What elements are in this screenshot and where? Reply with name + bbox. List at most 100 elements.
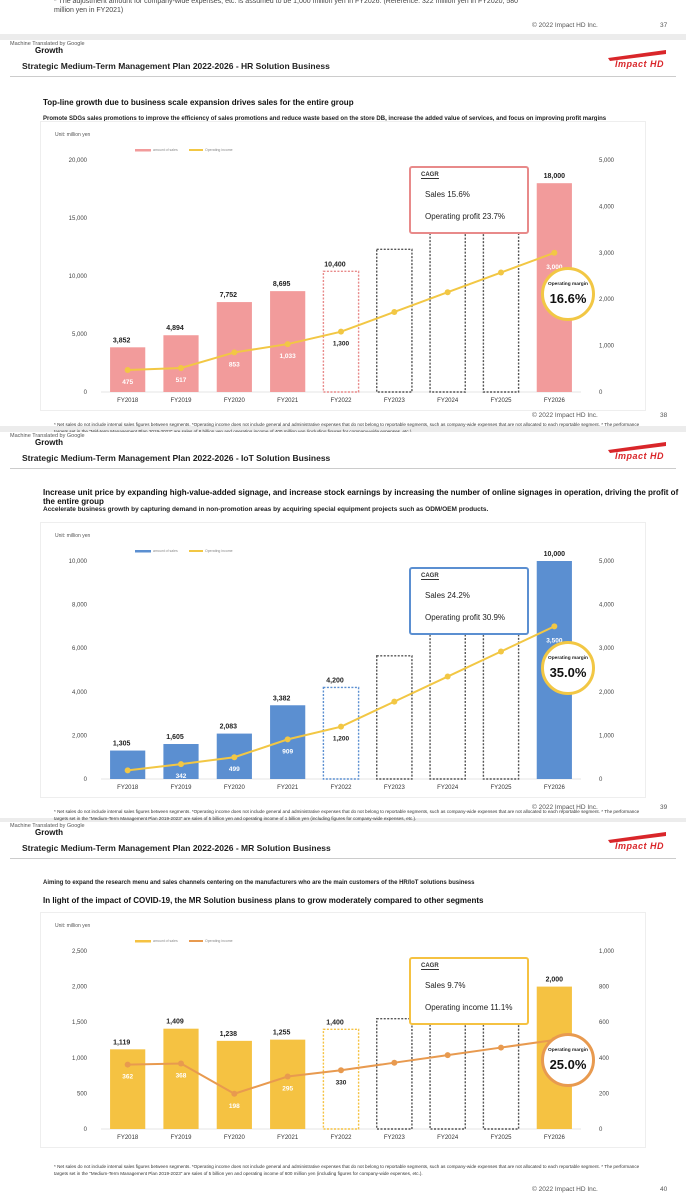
page-number: 37 (660, 22, 668, 29)
cagr-profit: Operating profit 23.7% (425, 212, 506, 221)
right-axis-tick: 4,000 (599, 204, 615, 210)
title-separator (10, 468, 676, 469)
chart-panel: Unit: million yen 0 2,000 4,000 6,000 8,000 10… (40, 522, 646, 798)
operating-income-point (498, 1044, 504, 1051)
left-axis-tick: 0 (84, 777, 88, 783)
cagr-sales: Sales 15.6% (425, 190, 470, 199)
operating-income-point (391, 698, 398, 705)
right-axis-tick: 200 (599, 1091, 610, 1097)
operating-income-value-label: 330 (336, 1079, 347, 1086)
right-axis-tick: 600 (599, 1020, 610, 1026)
sales-value-label: 3,852 (113, 337, 131, 344)
left-axis-tick: 15,000 (69, 216, 88, 222)
sales-value-label: 2,000 (546, 977, 564, 984)
impact-hd-logo (608, 50, 666, 61)
operating-income-value-label: 853 (229, 361, 240, 368)
projected-sales-bar (376, 1017, 413, 1130)
cagr-box: CAGR Sales 15.6% Operating profit 23.7% (409, 166, 529, 234)
footnote: * Net sales do not include internal sale… (54, 1164, 640, 1176)
category-label: FY2021 (277, 398, 299, 404)
projected-sales-bar (429, 1007, 466, 1130)
projected-sales-bar (322, 270, 360, 393)
sales-value-label: 1,605 (166, 734, 184, 741)
operating-income-point (498, 269, 504, 276)
operating-margin-badge: Operating margin 16.6% (541, 267, 595, 321)
chart-svg: 0 2,000 4,000 6,000 8,000 10,000 0 1,000 2,000 3,… (69, 550, 615, 791)
legend-sales: amount of sales (153, 148, 178, 152)
sales-value-label: 1,409 (166, 1019, 184, 1026)
category-label: FY2024 (437, 785, 459, 791)
projected-sales-bar (429, 226, 466, 393)
copyright: © 2022 Impact HD Inc. (532, 22, 598, 29)
operating-income-point (231, 1090, 238, 1097)
projected-sales-bar (322, 686, 360, 780)
right-axis-tick: 5,000 (599, 158, 615, 164)
machine-translated-note: Machine Translated by Google (10, 433, 85, 439)
sales-value-label: 2,083 (220, 724, 238, 731)
left-axis-tick: 0 (84, 1127, 88, 1133)
operating-income-point (444, 673, 451, 680)
left-axis-tick: 2,500 (72, 949, 88, 955)
projected-sales-bar (322, 1028, 360, 1130)
chart-panel: Unit: million yen 0 500 1,000 1,500 2,000 2,50… (40, 912, 646, 1148)
category-label: FY2019 (170, 785, 192, 791)
chart-svg: 0 500 1,000 1,500 2,000 2,500 0 200 400 600 800 1,0… (72, 940, 615, 1141)
footnote: * Net sales do not include internal sale… (54, 809, 640, 821)
operating-income-value-label: 517 (176, 377, 187, 384)
legend-swatch-sales (135, 149, 151, 152)
category-label: FY2025 (490, 398, 512, 404)
cagr-label: CAGR (421, 172, 439, 179)
sales-value-label: 10,400 (324, 261, 346, 268)
sales-value-label: 4,894 (166, 325, 184, 332)
chart-panel: Unit: million yen 0 5,000 10,000 15,000 20,00… (40, 121, 646, 411)
category-label: FY2026 (544, 1135, 566, 1141)
machine-translated-note: Machine Translated by Google (10, 41, 85, 47)
copyright: © 2022 Impact HD Inc. (532, 804, 598, 811)
section-label: Growth (35, 438, 63, 447)
operating-income-value-label: 475 (122, 379, 133, 386)
cagr-sales: Sales 9.7% (425, 981, 466, 990)
unit-label: Unit: million yen (55, 132, 91, 138)
category-label: FY2018 (117, 398, 139, 404)
category-label: FY2018 (117, 785, 139, 791)
right-axis-tick: 1,000 (599, 949, 615, 955)
right-axis-tick: 0 (599, 390, 603, 396)
impact-hd-logo (608, 832, 666, 843)
logo-text: Impact HD (614, 841, 664, 851)
left-axis-tick: 500 (77, 1091, 88, 1097)
category-label: FY2023 (384, 1135, 406, 1141)
right-axis-tick: 3,000 (599, 251, 615, 257)
operating-income-point (124, 1061, 131, 1068)
sales-bar (216, 302, 252, 392)
operating-margin-badge: Operating margin 25.0% (541, 1033, 595, 1087)
operating-income-point (444, 1052, 451, 1059)
cagr-label: CAGR (421, 963, 439, 970)
category-label: FY2021 (277, 785, 299, 791)
operating-income-value-label: 198 (229, 1103, 240, 1110)
previous-slide-fragment: * The adjustment amount for company-wide… (0, 0, 686, 34)
headline: Top-line growth due to business scale ex… (43, 98, 354, 107)
page-number: 39 (660, 804, 668, 811)
unit-label: Unit: million yen (55, 923, 91, 929)
sales-value-label: 4,200 (326, 677, 344, 684)
right-axis-tick: 2,000 (599, 297, 615, 303)
copyright: © 2022 Impact HD Inc. (532, 1186, 598, 1193)
operating-income-point (178, 1060, 184, 1067)
operating-income-point (338, 328, 344, 335)
slide-title: Strategic Medium-Term Management Plan 20… (22, 61, 330, 71)
category-label: FY2018 (117, 1135, 139, 1141)
category-label: FY2024 (437, 1135, 459, 1141)
category-label: FY2023 (384, 785, 406, 791)
operating-income-value-label: 368 (176, 1072, 187, 1079)
operating-income-value-label: 362 (122, 1074, 133, 1081)
slide-title: Strategic Medium-Term Management Plan 20… (22, 453, 331, 463)
left-axis-tick: 5,000 (72, 332, 88, 338)
cagr-box: CAGR Sales 9.7% Operating income 11.1% (409, 957, 529, 1025)
legend-sales: amount of sales (153, 549, 178, 553)
operating-income-point (391, 308, 398, 315)
sales-value-label: 1,119 (113, 1039, 130, 1046)
operating-income-point (178, 365, 184, 372)
operating-income-value-label: 1,300 (333, 341, 350, 348)
category-label: FY2019 (170, 1135, 192, 1141)
sales-value-label: 1,255 (273, 1030, 291, 1037)
